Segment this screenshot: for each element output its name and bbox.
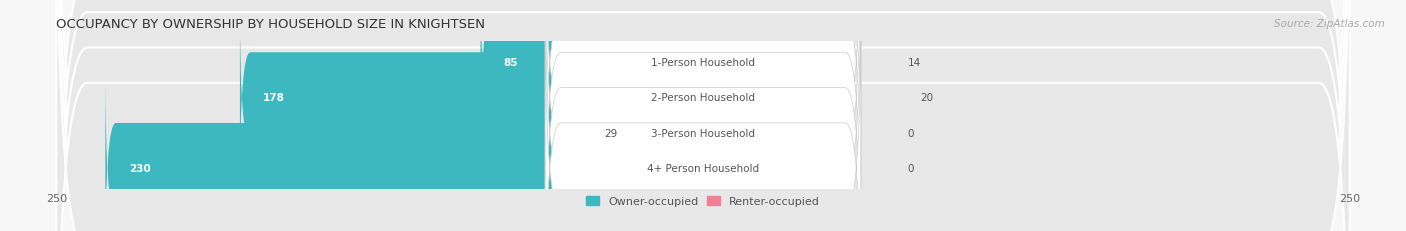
FancyBboxPatch shape [56, 0, 1350, 231]
Legend: Owner-occupied, Renter-occupied: Owner-occupied, Renter-occupied [581, 191, 825, 210]
FancyBboxPatch shape [546, 2, 860, 231]
Text: 85: 85 [503, 58, 519, 68]
FancyBboxPatch shape [546, 0, 860, 229]
FancyBboxPatch shape [105, 72, 706, 231]
Text: 2-Person Household: 2-Person Household [651, 93, 755, 103]
Text: 20: 20 [921, 93, 934, 103]
FancyBboxPatch shape [481, 0, 706, 159]
FancyBboxPatch shape [546, 0, 860, 231]
Text: 0: 0 [907, 163, 914, 173]
Text: 0: 0 [907, 128, 914, 138]
FancyBboxPatch shape [700, 37, 744, 229]
Text: Source: ZipAtlas.com: Source: ZipAtlas.com [1274, 18, 1385, 28]
Text: 4+ Person Household: 4+ Person Household [647, 163, 759, 173]
Text: 29: 29 [605, 128, 617, 138]
FancyBboxPatch shape [700, 72, 744, 231]
Text: 230: 230 [129, 163, 150, 173]
FancyBboxPatch shape [700, 0, 744, 159]
FancyBboxPatch shape [700, 2, 758, 194]
Text: OCCUPANCY BY OWNERSHIP BY HOUSEHOLD SIZE IN KNIGHTSEN: OCCUPANCY BY OWNERSHIP BY HOUSEHOLD SIZE… [56, 18, 485, 31]
Text: 3-Person Household: 3-Person Household [651, 128, 755, 138]
Text: 14: 14 [907, 58, 921, 68]
FancyBboxPatch shape [56, 0, 1350, 231]
FancyBboxPatch shape [626, 37, 706, 229]
FancyBboxPatch shape [240, 2, 706, 194]
FancyBboxPatch shape [56, 0, 1350, 231]
Text: 1-Person Household: 1-Person Household [651, 58, 755, 68]
FancyBboxPatch shape [546, 0, 860, 231]
FancyBboxPatch shape [56, 0, 1350, 231]
Text: 178: 178 [263, 93, 285, 103]
